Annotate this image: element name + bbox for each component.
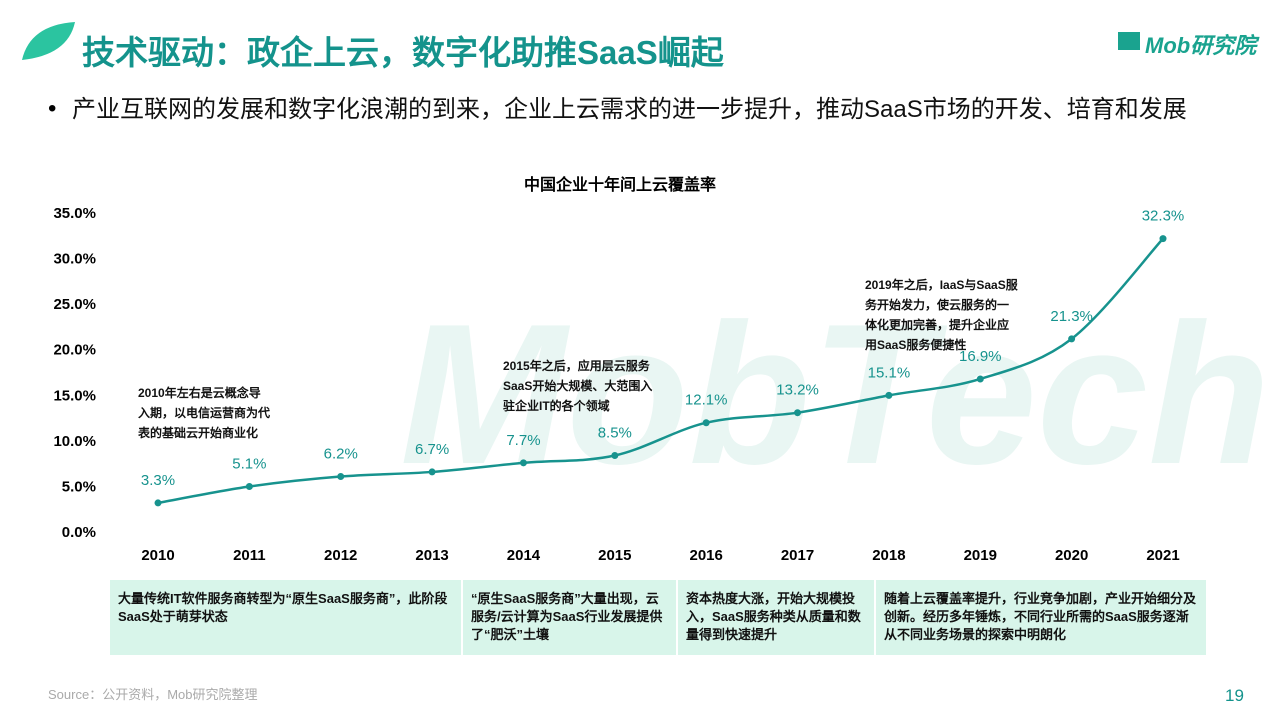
- x-tick-label: 2018: [872, 547, 905, 564]
- x-tick-label: 2020: [1055, 547, 1088, 564]
- annotation-line: 2015年之后，应用层云服务: [503, 359, 650, 373]
- data-label: 7.7%: [506, 432, 540, 449]
- x-tick-label: 2010: [141, 547, 174, 564]
- data-point: [1068, 335, 1076, 343]
- x-tick-label: 2019: [964, 547, 997, 564]
- data-label: 16.9%: [959, 348, 1002, 365]
- source: Source：公开资料，Mob研究院整理: [48, 687, 258, 702]
- annotation: 2010年左右是云概念导 入期，以电信运营商为代 表的基础云开始商业化: [138, 383, 270, 443]
- x-tick-label: 2012: [324, 547, 357, 564]
- y-tick-label: 0.0%: [62, 524, 96, 541]
- phase-cell: 大量传统IT软件服务商转型为“原生SaaS服务商”，此阶段SaaS处于萌芽状态: [110, 580, 463, 655]
- data-point: [1159, 235, 1167, 243]
- data-label: 8.5%: [598, 424, 632, 441]
- bullet-dot: •: [48, 95, 57, 122]
- data-label: 5.1%: [232, 455, 266, 472]
- y-tick-label: 5.0%: [62, 478, 96, 495]
- x-tick-label: 2013: [415, 547, 448, 564]
- y-tick-label: 10.0%: [53, 433, 96, 450]
- annotation: 2019年之后，IaaS与SaaS服 务开始发力，使云服务的一 体化更加完善，提升企…: [865, 275, 1018, 355]
- x-tick-label: 2017: [781, 547, 814, 564]
- slide-title: 技术驱动：政企上云，数字化助推SaaS崛起: [82, 34, 724, 71]
- data-label: 12.1%: [685, 392, 728, 409]
- annotation-line: 用SaaS服务便捷性: [865, 338, 967, 352]
- data-point: [611, 452, 619, 460]
- data-label: 6.7%: [415, 441, 449, 458]
- data-point: [794, 409, 802, 417]
- data-point: [154, 499, 162, 507]
- series-line: [157, 237, 1164, 505]
- x-tick-label: 2014: [507, 547, 541, 564]
- data-label: 3.3%: [141, 472, 175, 489]
- data-label: 32.3%: [1142, 208, 1185, 225]
- decor-leaf: [22, 22, 75, 60]
- annotation-line: 务开始发力，使云服务的一: [865, 298, 1010, 312]
- y-tick-label: 30.0%: [53, 251, 96, 268]
- y-tick-label: 35.0%: [53, 205, 96, 222]
- annotation-line: 表的基础云开始商业化: [138, 426, 259, 440]
- annotation-line: 体化更加完善，提升企业应: [865, 318, 1010, 332]
- x-tick-label: 2016: [689, 547, 722, 564]
- y-tick-label: 20.0%: [53, 342, 96, 359]
- logo: Mob研究院: [1145, 33, 1257, 58]
- data-point: [885, 391, 893, 399]
- watermark: MobTech: [400, 283, 1271, 506]
- data-label: 15.1%: [868, 364, 911, 381]
- data-point: [245, 483, 253, 491]
- data-label: 6.2%: [324, 445, 358, 462]
- data-label: 13.2%: [776, 382, 819, 399]
- phase-cell: “原生SaaS服务商”大量出现，云服务/云计算为SaaS行业发展提供了“肥沃”土…: [463, 580, 678, 655]
- data-point: [976, 375, 984, 383]
- annotation-line: 2010年左右是云概念导: [138, 386, 261, 400]
- y-tick-label: 15.0%: [53, 387, 96, 404]
- data-point: [519, 459, 527, 467]
- phase-cell: 资本热度大涨，开始大规模投入，SaaS服务种类从质量和数量得到快速提升: [678, 580, 876, 655]
- annotation-line: 驻企业IT的各个领域: [503, 399, 610, 413]
- phase-table: 大量传统IT软件服务商转型为“原生SaaS服务商”，此阶段SaaS处于萌芽状态 “…: [110, 580, 1208, 655]
- chart-title: 中国企业十年间上云覆盖率: [524, 175, 716, 194]
- y-tick-label: 25.0%: [53, 296, 96, 313]
- bullet-text: 产业互联网的发展和数字化浪潮的到来，企业上云需求的进一步提升，推动SaaS市场的…: [72, 96, 1187, 123]
- x-tick-label: 2011: [233, 547, 266, 564]
- phase-cell: 随着上云覆盖率提升，行业竞争加剧，产业开始细分及创新。经历多年锤炼，不同行业所需…: [876, 580, 1208, 655]
- x-tick-label: 2021: [1146, 547, 1179, 564]
- annotation-line: 入期，以电信运营商为代: [138, 406, 271, 420]
- data-point: [428, 468, 436, 476]
- data-point: [337, 472, 345, 480]
- x-tick-label: 2015: [598, 547, 631, 564]
- annotation-line: SaaS开始大规模、大范围入: [503, 379, 653, 393]
- data-point: [702, 419, 710, 427]
- annotation: 2015年之后，应用层云服务 SaaS开始大规模、大范围入 驻企业IT的各个领域: [503, 356, 652, 416]
- data-label: 21.3%: [1050, 308, 1093, 325]
- page-number: 19: [1225, 686, 1244, 705]
- annotation-line: 2019年之后，IaaS与SaaS服: [865, 278, 1018, 292]
- logo-icon: [1118, 32, 1140, 50]
